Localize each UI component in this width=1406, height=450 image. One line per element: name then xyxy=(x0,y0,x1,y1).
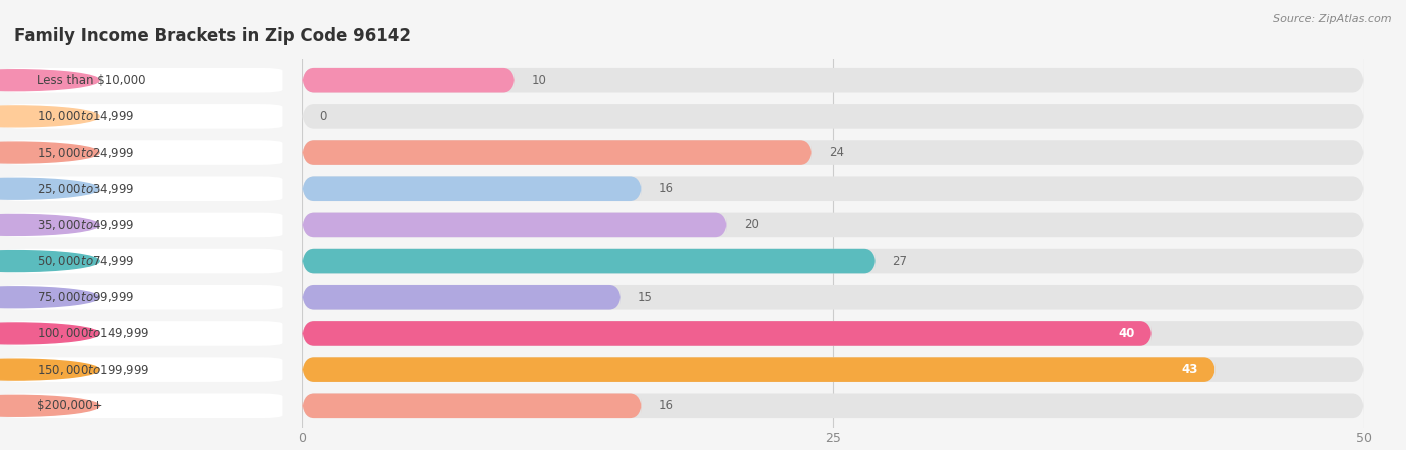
FancyBboxPatch shape xyxy=(302,68,1364,93)
Circle shape xyxy=(0,178,100,199)
Text: Less than $10,000: Less than $10,000 xyxy=(38,74,146,87)
FancyBboxPatch shape xyxy=(3,212,283,237)
Text: $35,000 to $49,999: $35,000 to $49,999 xyxy=(38,218,135,232)
Text: $50,000 to $74,999: $50,000 to $74,999 xyxy=(38,254,135,268)
Circle shape xyxy=(0,323,100,344)
FancyBboxPatch shape xyxy=(302,176,643,201)
Text: $100,000 to $149,999: $100,000 to $149,999 xyxy=(38,326,150,341)
Circle shape xyxy=(0,287,100,308)
FancyBboxPatch shape xyxy=(302,321,1364,346)
FancyBboxPatch shape xyxy=(302,357,1215,382)
FancyBboxPatch shape xyxy=(302,393,643,418)
FancyBboxPatch shape xyxy=(302,212,1364,237)
FancyBboxPatch shape xyxy=(3,357,283,382)
FancyBboxPatch shape xyxy=(3,321,283,346)
FancyBboxPatch shape xyxy=(302,140,811,165)
FancyBboxPatch shape xyxy=(302,393,1364,418)
FancyBboxPatch shape xyxy=(3,393,283,418)
Text: 16: 16 xyxy=(659,399,673,412)
Text: 16: 16 xyxy=(659,182,673,195)
FancyBboxPatch shape xyxy=(3,68,283,93)
Text: 40: 40 xyxy=(1118,327,1135,340)
FancyBboxPatch shape xyxy=(302,285,1364,310)
Text: $150,000 to $199,999: $150,000 to $199,999 xyxy=(38,363,150,377)
FancyBboxPatch shape xyxy=(302,357,1364,382)
Text: 15: 15 xyxy=(638,291,652,304)
Text: Family Income Brackets in Zip Code 96142: Family Income Brackets in Zip Code 96142 xyxy=(14,27,411,45)
Text: $25,000 to $34,999: $25,000 to $34,999 xyxy=(38,182,135,196)
FancyBboxPatch shape xyxy=(3,140,283,165)
Text: 43: 43 xyxy=(1182,363,1198,376)
Text: 10: 10 xyxy=(531,74,547,87)
Text: 0: 0 xyxy=(319,110,326,123)
FancyBboxPatch shape xyxy=(3,176,283,201)
Text: 20: 20 xyxy=(744,218,759,231)
Circle shape xyxy=(0,215,100,235)
FancyBboxPatch shape xyxy=(302,104,1364,129)
FancyBboxPatch shape xyxy=(302,249,1364,274)
FancyBboxPatch shape xyxy=(302,140,1364,165)
FancyBboxPatch shape xyxy=(302,249,876,274)
FancyBboxPatch shape xyxy=(302,176,1364,201)
Text: 24: 24 xyxy=(828,146,844,159)
FancyBboxPatch shape xyxy=(302,212,727,237)
Text: Source: ZipAtlas.com: Source: ZipAtlas.com xyxy=(1274,14,1392,23)
Text: $15,000 to $24,999: $15,000 to $24,999 xyxy=(38,145,135,160)
FancyBboxPatch shape xyxy=(302,285,621,310)
FancyBboxPatch shape xyxy=(302,321,1152,346)
Text: $200,000+: $200,000+ xyxy=(38,399,103,412)
Circle shape xyxy=(0,142,100,163)
Text: $10,000 to $14,999: $10,000 to $14,999 xyxy=(38,109,135,123)
Circle shape xyxy=(0,106,100,127)
FancyBboxPatch shape xyxy=(302,68,515,93)
FancyBboxPatch shape xyxy=(3,285,283,310)
FancyBboxPatch shape xyxy=(3,249,283,274)
FancyBboxPatch shape xyxy=(3,104,283,129)
Circle shape xyxy=(0,251,100,271)
Text: $75,000 to $99,999: $75,000 to $99,999 xyxy=(38,290,135,304)
Text: 27: 27 xyxy=(893,255,907,268)
Circle shape xyxy=(0,359,100,380)
Circle shape xyxy=(0,70,100,90)
Circle shape xyxy=(0,396,100,416)
